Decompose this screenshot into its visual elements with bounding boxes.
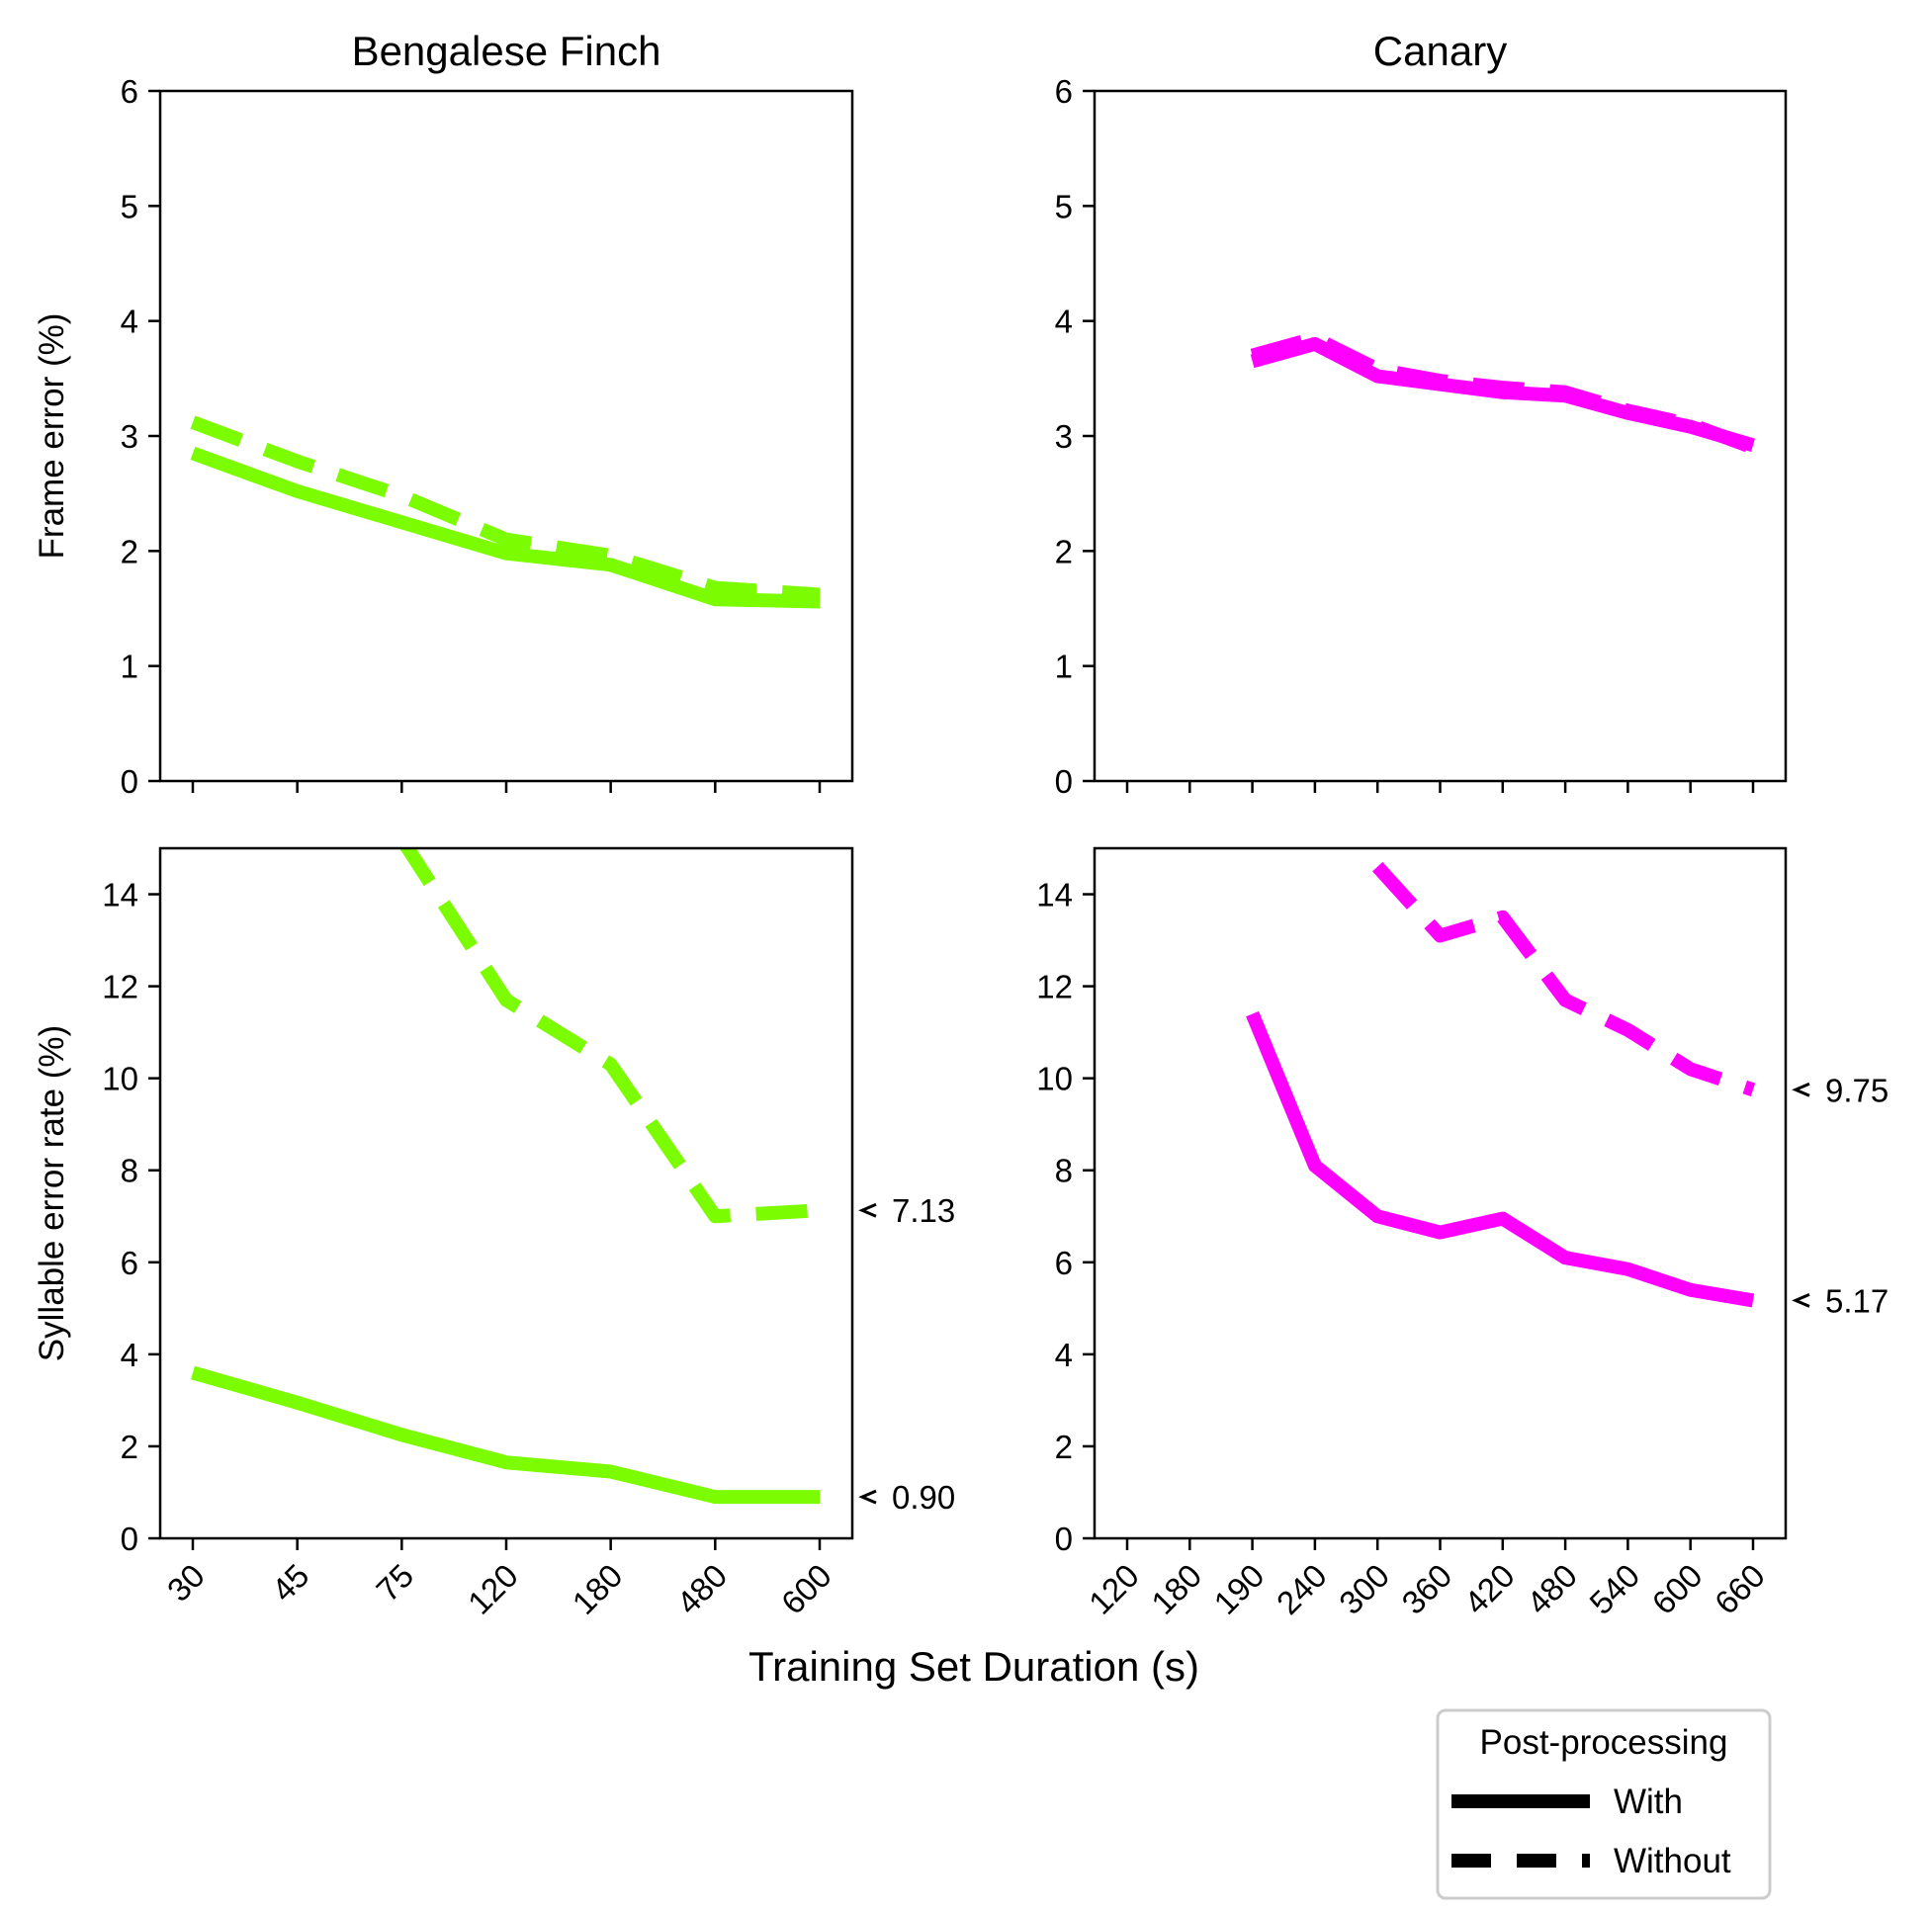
y-tick-label: 0 (121, 763, 138, 800)
y-tick-label: 5 (1055, 188, 1073, 224)
x-tick-label: 180 (566, 1557, 630, 1621)
panel-title: Canary (1373, 28, 1507, 74)
legend-label-with: With (1614, 1783, 1683, 1821)
x-tick-label: 600 (1645, 1557, 1710, 1621)
series-line-without (1250, 331, 1756, 455)
x-tick-label: 600 (774, 1557, 838, 1621)
y-tick-label: 10 (102, 1061, 138, 1097)
y-tick-label: 2 (121, 1429, 138, 1465)
y-tick-label: 14 (102, 877, 138, 914)
panel-3: Syllable error rate (%) 0 2 4 6 8 10 12 14 30 45 75… (33, 846, 955, 1621)
annotation-arrow (858, 1489, 877, 1505)
y-tick-label: 14 (1036, 877, 1073, 914)
y-tick-label: 6 (1055, 1245, 1073, 1281)
legend-frame (1436, 1708, 1772, 1900)
x-tick-label: 660 (1708, 1557, 1772, 1621)
y-tick-label: 4 (121, 1337, 138, 1373)
y-tick-label: 0 (1055, 763, 1073, 800)
x-tick-label: 420 (1457, 1557, 1522, 1621)
y-tick-label: 4 (1055, 304, 1073, 340)
series-line-without (190, 415, 821, 602)
series-line-without (399, 848, 821, 1224)
x-tick-label: 540 (1582, 1557, 1646, 1621)
legend-title: Post-processing (1480, 1723, 1728, 1762)
x-tick-label: 30 (160, 1557, 212, 1609)
series-line-with (191, 1365, 820, 1505)
x-tick-label: 480 (1520, 1557, 1584, 1621)
series-group (1246, 861, 1756, 1308)
x-tick-label: 180 (1144, 1557, 1208, 1621)
x-tick-label: 45 (264, 1557, 315, 1609)
annotation-label: 5.17 (1825, 1282, 1888, 1319)
panel-4: 0 2 4 6 8 10 12 14 12018019024030036042048054060… (1036, 846, 1888, 1621)
annotation-arrow (858, 1202, 877, 1218)
panel-1: Bengalese Finch Frame error (%) 0 1 2 3 4 5 6 (33, 28, 854, 800)
x-tick-label: 190 (1206, 1557, 1271, 1621)
series-line-with (190, 446, 821, 609)
y-tick-label: 12 (102, 969, 138, 1005)
annotation-arrow (1792, 1293, 1810, 1308)
figure-xlabel: Training Set Duration (s) (748, 1643, 1199, 1690)
x-tick-label: 360 (1394, 1557, 1458, 1621)
x-tick-label: 480 (669, 1557, 734, 1621)
series-group (191, 848, 821, 1505)
series-group (1250, 331, 1756, 455)
axes-frame (158, 89, 854, 783)
y-tick-label: 8 (121, 1153, 138, 1189)
y-tick-label: 8 (1055, 1153, 1073, 1189)
annotation-label: 0.90 (892, 1479, 955, 1516)
x-tick-label: 240 (1270, 1557, 1334, 1621)
y-tick-label: 0 (1055, 1521, 1073, 1557)
y-tick-label: 3 (121, 418, 138, 455)
annotation-arrow (1792, 1082, 1810, 1097)
x-tick-label: 75 (369, 1557, 420, 1609)
panel-title: Bengalese Finch (352, 28, 661, 74)
legend: Post-processing With Without (1436, 1708, 1772, 1900)
axes-frame (1093, 89, 1788, 783)
y-tick-label: 6 (121, 73, 138, 110)
x-tick-label: 300 (1332, 1557, 1396, 1621)
y-tick-label: 6 (1055, 73, 1073, 110)
y-tick-label: 10 (1036, 1061, 1073, 1097)
y-tick-label: 1 (1055, 649, 1073, 685)
y-tick-label: 5 (121, 188, 138, 224)
x-tick-label: 120 (461, 1557, 525, 1621)
series-line-without (1372, 861, 1756, 1096)
y-axis-label: Syllable error rate (%) (33, 1025, 71, 1361)
annotation-label: 7.13 (892, 1192, 955, 1229)
y-tick-label: 2 (1055, 1429, 1073, 1465)
y-tick-label: 4 (1055, 1337, 1073, 1373)
y-tick-label: 3 (1055, 418, 1073, 455)
axes-frame (158, 846, 854, 1540)
annotation-label: 9.75 (1825, 1072, 1888, 1108)
axes-frame (1093, 846, 1788, 1540)
series-group (190, 415, 821, 609)
y-tick-label: 2 (121, 533, 138, 569)
y-tick-label: 1 (121, 649, 138, 685)
panel-2: Canary 0 1 2 3 4 5 6 (1055, 28, 1788, 800)
x-tick-label: 120 (1082, 1557, 1146, 1621)
legend-label-without: Without (1614, 1842, 1731, 1880)
y-tick-label: 0 (121, 1521, 138, 1557)
y-tick-label: 4 (121, 304, 138, 340)
y-axis-label: Frame error (%) (33, 313, 71, 560)
y-tick-label: 2 (1055, 533, 1073, 569)
series-line-with (1246, 1010, 1755, 1308)
y-tick-label: 6 (121, 1245, 138, 1281)
y-tick-label: 12 (1036, 969, 1073, 1005)
